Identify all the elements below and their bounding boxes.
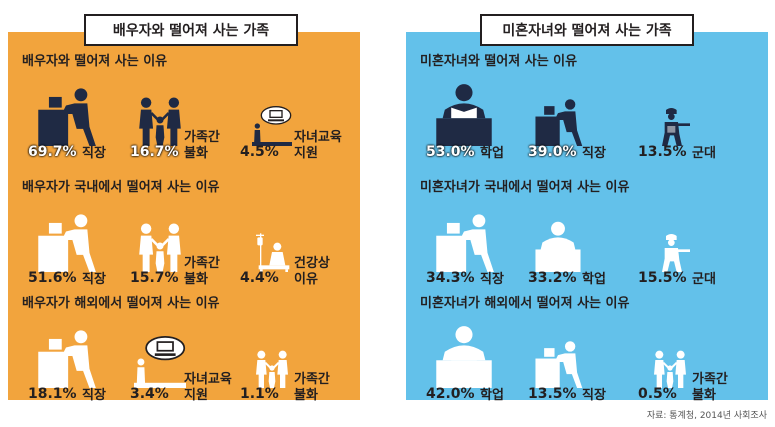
stat-label: 학업 (480, 388, 504, 403)
stat-value: 15.5% (638, 270, 687, 286)
student-reading-icon (436, 84, 492, 146)
spouse-section-1-heading: 배우자와 떨어져 사는 이유 (22, 54, 168, 69)
source-note: 자료: 통계청, 2014년 사회조사 (646, 411, 767, 421)
stat-label: 가족간 불화 (692, 372, 728, 403)
worker-at-desk-icon (38, 214, 96, 272)
family-conflict-icon (256, 350, 288, 388)
student-reading-icon (535, 221, 581, 272)
spouse-panel: 배우자와 떨어져 사는 가족 배우자와 떨어져 사는 이유 배우자가 국내에서 … (8, 14, 360, 403)
family-conflict-icon (654, 350, 686, 388)
stat-label: 자녀교육 지원 (184, 372, 232, 403)
stat-value: 16.7% (130, 144, 179, 160)
children-panel: 미혼자녀와 떨어져 사는 가족 미혼자녀와 떨어져 사는 이유 미혼자녀가 국내… (406, 14, 768, 403)
health-iv-icon (256, 233, 290, 272)
stat-value: 53.0% (426, 144, 475, 160)
stat-value: 13.5% (638, 144, 687, 160)
worker-at-desk-icon (535, 341, 583, 388)
stat-value: 42.0% (426, 386, 475, 402)
stat-value: 51.6% (28, 270, 77, 286)
child-education-icon (134, 336, 186, 388)
children-section-3-heading: 미혼자녀가 해외에서 떨어져 사는 이유 (420, 296, 630, 311)
stat-value: 3.4% (130, 386, 169, 402)
student-reading-icon (436, 326, 492, 388)
soldier-icon (662, 234, 690, 272)
children-panel-title: 미혼자녀와 떨어져 사는 가족 (480, 14, 694, 46)
stat-value: 1.1% (240, 386, 279, 402)
spouse-section-3-heading: 배우자가 해외에서 떨어져 사는 이유 (22, 296, 220, 311)
spouse-section-2-heading: 배우자가 국내에서 떨어져 사는 이유 (22, 180, 220, 195)
stat-label: 직장 (82, 146, 106, 161)
stat-label: 직장 (582, 146, 606, 161)
family-conflict-icon (139, 97, 181, 146)
stat-label: 가족간 불화 (294, 372, 330, 403)
stat-value: 4.5% (240, 144, 279, 160)
stat-label: 직장 (82, 388, 106, 403)
stat-value: 39.0% (528, 144, 577, 160)
children-section-1-heading: 미혼자녀와 떨어져 사는 이유 (420, 54, 578, 69)
worker-at-desk-icon (436, 214, 494, 272)
worker-at-desk-icon (38, 330, 96, 388)
stat-value: 34.3% (426, 270, 475, 286)
stat-value: 33.2% (528, 270, 577, 286)
stat-label: 가족간 불화 (184, 256, 220, 287)
stat-value: 69.7% (28, 144, 77, 160)
stat-label: 직장 (82, 272, 106, 287)
spouse-panel-title: 배우자와 떨어져 사는 가족 (84, 14, 298, 46)
stat-value: 15.7% (130, 270, 179, 286)
stat-label: 가족간 불화 (184, 130, 220, 161)
stat-label: 학업 (480, 146, 504, 161)
stat-label: 군대 (692, 146, 716, 161)
stat-label: 군대 (692, 272, 716, 287)
stat-value: 13.5% (528, 386, 577, 402)
soldier-icon (662, 108, 690, 146)
worker-at-desk-icon (38, 88, 96, 146)
stat-label: 자녀교육 지원 (294, 130, 342, 161)
stat-value: 18.1% (28, 386, 77, 402)
children-section-2-heading: 미혼자녀가 국내에서 떨어져 사는 이유 (420, 180, 630, 195)
stat-value: 4.4% (240, 270, 279, 286)
stat-label: 직장 (480, 272, 504, 287)
worker-at-desk-icon (535, 99, 583, 146)
child-education-icon (252, 106, 292, 146)
stat-label: 건강상 이유 (294, 256, 330, 287)
stat-value: 0.5% (638, 386, 677, 402)
stat-label: 학업 (582, 272, 606, 287)
family-conflict-icon (139, 223, 181, 272)
stat-label: 직장 (582, 388, 606, 403)
